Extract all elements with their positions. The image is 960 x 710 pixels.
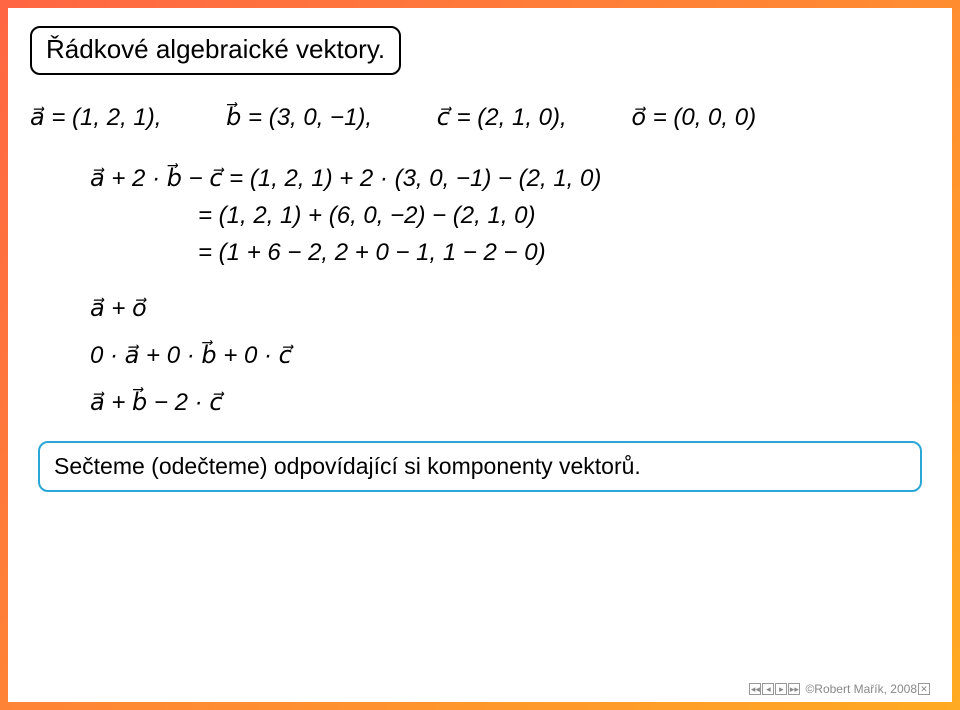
def-c: c⃗ = (2, 1, 0), bbox=[437, 104, 567, 131]
equation-block: a⃗ + 2 · b⃗ − c⃗ = (1, 2, 1) + 2 · (3, 0… bbox=[90, 160, 930, 272]
callout-box: Sečteme (odečteme) odpovídající si kompo… bbox=[38, 441, 922, 492]
nav-first-icon[interactable]: ◂◂ bbox=[749, 683, 761, 695]
footer: ◂◂ ◂ ▸ ▸▸ ©Robert Mařík, 2008 ✕ bbox=[749, 682, 930, 696]
callout-text: Sečteme (odečteme) odpovídající si kompo… bbox=[54, 453, 641, 479]
copyright-text: ©Robert Mařík, 2008 bbox=[805, 682, 917, 696]
page-title-box: Řádkové algebraické vektory. bbox=[30, 26, 401, 75]
nav-last-icon[interactable]: ▸▸ bbox=[788, 683, 800, 695]
def-o: o⃗ = (0, 0, 0) bbox=[631, 104, 756, 131]
close-icon[interactable]: ✕ bbox=[918, 683, 930, 695]
nav-next-icon[interactable]: ▸ bbox=[775, 683, 787, 695]
page-title: Řádkové algebraické vektory. bbox=[46, 34, 385, 64]
def-b: b⃗ = (3, 0, −1), bbox=[226, 104, 372, 131]
expr-line-2: 0 · a⃗ + 0 · b⃗ + 0 · c⃗ bbox=[90, 341, 930, 370]
equation-row-1: a⃗ + 2 · b⃗ − c⃗ = (1, 2, 1) + 2 · (3, 0… bbox=[90, 160, 930, 197]
vector-definitions: a⃗ = (1, 2, 1), b⃗ = (3, 0, −1), c⃗ = (2… bbox=[30, 103, 930, 132]
nav-prev-icon[interactable]: ◂ bbox=[762, 683, 774, 695]
equation-row-3: = (1 + 6 − 2, 2 + 0 − 1, 1 − 2 − 0) bbox=[90, 234, 930, 271]
expr-line-1: a⃗ + o⃗ bbox=[90, 294, 930, 323]
page: Řádkové algebraické vektory. a⃗ = (1, 2,… bbox=[8, 8, 952, 702]
expr-line-3: a⃗ + b⃗ − 2 · c⃗ bbox=[90, 388, 930, 417]
def-a: a⃗ = (1, 2, 1), bbox=[30, 104, 161, 131]
equation-row-2: = (1, 2, 1) + (6, 0, −2) − (2, 1, 0) bbox=[90, 197, 930, 234]
